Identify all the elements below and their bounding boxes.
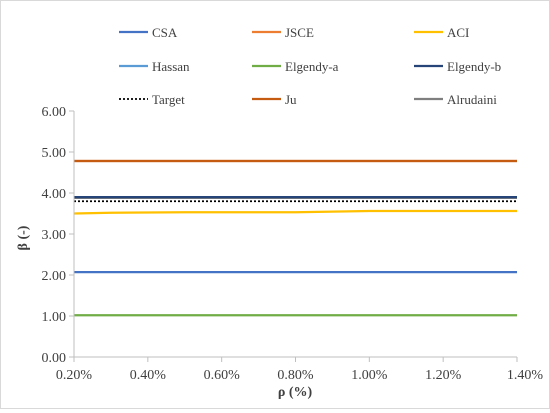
x-tick-label: 0.40%: [130, 368, 167, 383]
x-tick-label: 0.80%: [277, 368, 314, 383]
x-tick-label: 1.20%: [425, 368, 462, 383]
legend-label: Elgendy-a: [285, 59, 339, 74]
y-axis: 0.00 1.00 2.00 3.00 4.00 5.00 6.00: [42, 105, 75, 366]
plot-area: [73, 159, 517, 317]
legend-item: Hassan: [119, 59, 190, 74]
legend-item: CSA: [119, 25, 178, 40]
y-tick-label: 2.00: [42, 269, 67, 284]
legend-item: Elgendy-a: [252, 59, 339, 74]
y-tick-label: 3.00: [42, 228, 67, 243]
x-axis: 0.20% 0.40% 0.60% 0.80% 1.00% 1.20% 1.40%: [56, 356, 544, 383]
legend-label: CSA: [152, 25, 178, 40]
legend-item: Elgendy-b: [414, 59, 501, 74]
legend-label: Hassan: [152, 59, 190, 74]
legend-label: ACI: [447, 25, 469, 40]
x-axis-title: ρ (%): [278, 385, 313, 400]
legend: CSA JSCE ACI Hassan Elgendy-a Elgendy-b Target…: [119, 25, 501, 107]
legend-item: ACI: [414, 25, 469, 40]
legend-item: Alrudaini: [414, 92, 497, 107]
legend-item: Ju: [252, 92, 297, 107]
y-tick-label: 6.00: [42, 105, 67, 120]
legend-label: JSCE: [285, 25, 314, 40]
y-axis-title: β (-): [16, 225, 31, 250]
legend-item: Target: [119, 92, 185, 107]
legend-label: Target: [152, 92, 185, 107]
y-tick-label: 4.00: [42, 187, 67, 202]
x-tick-label: 0.60%: [204, 368, 241, 383]
x-tick-label: 1.40%: [507, 368, 544, 383]
x-tick-label: 1.00%: [351, 368, 388, 383]
legend-label: Elgendy-b: [447, 59, 501, 74]
legend-label: Alrudaini: [447, 92, 497, 107]
y-tick-label: 1.00: [42, 310, 67, 325]
legend-item: JSCE: [252, 25, 314, 40]
legend-label: Ju: [285, 92, 297, 107]
series-line-aci: [73, 209, 517, 215]
y-tick-label: 5.00: [42, 146, 67, 161]
y-tick-label: 0.00: [42, 351, 67, 366]
x-tick-label: 0.20%: [56, 368, 93, 383]
